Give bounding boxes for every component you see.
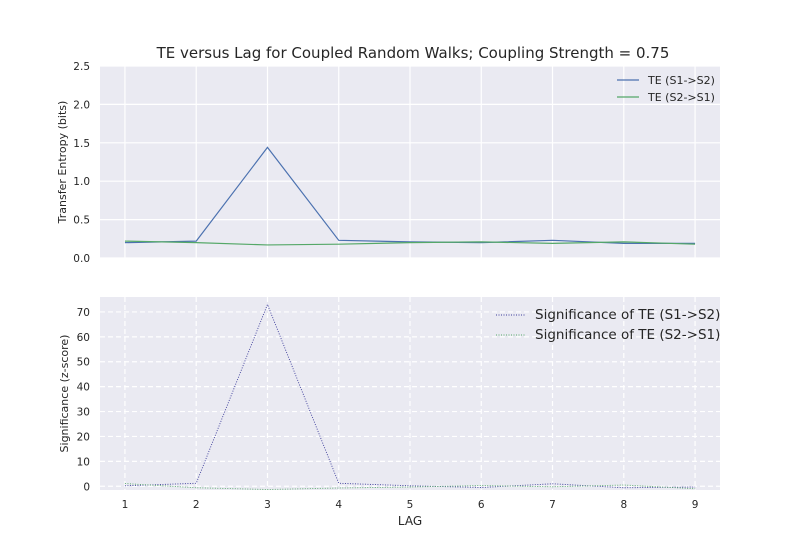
y-tick-label: 70 — [77, 307, 90, 319]
bottom-y-ticks: 0 10 20 30 40 50 60 70 — [77, 307, 90, 493]
bottom-legend: Significance of TE (S1->S2) Significance … — [496, 307, 720, 343]
y-tick-label: 2.0 — [73, 99, 90, 111]
y-tick-label: 40 — [77, 382, 90, 394]
x-axis-label: LAG — [398, 514, 422, 528]
y-tick-label: 50 — [77, 357, 90, 369]
top-y-axis-label: Transfer Entropy (bits) — [56, 101, 69, 225]
bottom-series-lines — [124, 303, 696, 490]
top-gridlines — [100, 65, 720, 259]
bottom-y-axis-label: Significance (z-score) — [58, 335, 71, 453]
bottom-gridlines — [100, 297, 720, 490]
x-tick-label: 6 — [478, 499, 485, 511]
x-tick-label: 7 — [549, 499, 556, 511]
series-line-2 — [124, 240, 696, 246]
y-tick-label: 1.5 — [73, 138, 90, 150]
y-tick-label: 10 — [77, 456, 90, 468]
y-tick-label: 1.0 — [73, 176, 90, 188]
x-tick-label: 4 — [335, 499, 342, 511]
bottom-panel: 0 10 20 30 40 50 60 70 1 2 3 4 5 6 7 8 9 Significance (… — [58, 297, 720, 528]
legend-label-2: Significance of TE (S2->S1) — [535, 327, 720, 343]
x-tick-label: 8 — [620, 499, 627, 511]
series-line-2 — [124, 483, 696, 490]
y-tick-label: 30 — [77, 407, 90, 419]
y-tick-label: 0 — [83, 481, 90, 493]
x-tick-label: 3 — [264, 499, 271, 511]
chart-title: TE versus Lag for Coupled Random Walks; … — [156, 44, 670, 62]
top-legend: TE (S1->S2) TE (S2->S1) — [617, 74, 715, 104]
x-tick-label: 2 — [193, 499, 200, 511]
legend-label-2: TE (S2->S1) — [647, 91, 715, 104]
legend-label-1: TE (S1->S2) — [647, 74, 715, 87]
x-ticks: 1 2 3 4 5 6 7 8 9 — [122, 499, 699, 511]
legend-label-1: Significance of TE (S1->S2) — [535, 307, 720, 323]
x-tick-label: 1 — [122, 499, 129, 511]
y-tick-label: 0.0 — [73, 253, 90, 265]
y-tick-label: 60 — [77, 332, 90, 344]
x-tick-label: 9 — [692, 499, 699, 511]
top-series-lines — [124, 146, 696, 246]
y-tick-label: 0.5 — [73, 215, 90, 227]
top-y-ticks: 0.0 0.5 1.0 1.5 2.0 2.5 — [73, 61, 90, 265]
y-tick-label: 2.5 — [73, 61, 90, 73]
x-tick-label: 5 — [407, 499, 414, 511]
top-panel: 0.0 0.5 1.0 1.5 2.0 2.5 Transfer Entropy (bit… — [56, 61, 720, 265]
y-tick-label: 20 — [77, 431, 90, 443]
series-line-1 — [124, 303, 696, 489]
